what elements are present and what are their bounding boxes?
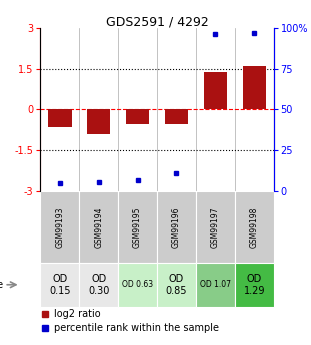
Bar [165, 109, 188, 125]
Bar [40, 263, 79, 306]
Bar [157, 263, 196, 306]
Text: age: age [0, 280, 3, 290]
Bar [243, 66, 266, 109]
Text: GSM99193: GSM99193 [55, 206, 64, 248]
Bar [79, 263, 118, 306]
Bar [48, 109, 72, 127]
Bar [87, 109, 110, 134]
Bar [235, 191, 274, 263]
Bar [40, 191, 79, 263]
Bar [126, 109, 149, 125]
Bar [118, 263, 157, 306]
Text: percentile rank within the sample: percentile rank within the sample [54, 324, 220, 334]
Bar [118, 191, 157, 263]
Text: GSM99194: GSM99194 [94, 206, 103, 248]
Text: GSM99195: GSM99195 [133, 206, 142, 248]
Bar [157, 191, 196, 263]
Bar [196, 263, 235, 306]
Bar [235, 263, 274, 306]
Text: GSM99198: GSM99198 [250, 207, 259, 248]
Text: OD
0.30: OD 0.30 [88, 274, 109, 296]
Text: OD 0.63: OD 0.63 [122, 280, 153, 289]
Text: OD
0.15: OD 0.15 [49, 274, 71, 296]
Text: OD 1.07: OD 1.07 [200, 280, 231, 289]
Text: OD
1.29: OD 1.29 [244, 274, 265, 296]
Bar [196, 191, 235, 263]
Text: log2 ratio: log2 ratio [54, 309, 101, 319]
Text: GSM99196: GSM99196 [172, 206, 181, 248]
Text: OD
0.85: OD 0.85 [166, 274, 187, 296]
Bar [79, 191, 118, 263]
Bar [204, 72, 227, 109]
Text: GDS2591 / 4292: GDS2591 / 4292 [106, 16, 208, 29]
Text: GSM99197: GSM99197 [211, 206, 220, 248]
